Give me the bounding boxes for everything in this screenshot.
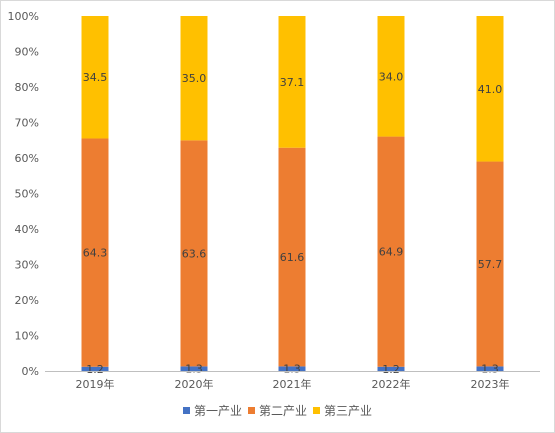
data-label: 1.2	[86, 363, 104, 376]
bar-segment	[180, 16, 208, 141]
bar-segment	[81, 138, 109, 367]
data-label: 64.3	[83, 247, 108, 260]
data-label: 1.3	[185, 363, 203, 376]
legend-swatch	[313, 407, 320, 414]
legend-label: 第三产业	[324, 404, 372, 418]
y-tick-label: 10%	[15, 330, 39, 343]
x-tick-label: 2020年	[175, 377, 214, 391]
bar-segment	[278, 147, 306, 367]
data-label: 1.2	[382, 363, 400, 376]
y-tick-label: 50%	[15, 188, 39, 201]
bar-segment	[81, 366, 109, 371]
bar-segment	[278, 16, 306, 148]
legend-swatch	[248, 407, 255, 414]
bar-segment	[377, 366, 405, 371]
data-label: 61.6	[280, 251, 305, 264]
data-labels: 1.2 64.3 34.5 1.3 63.6 35.0 1.3 61.6 37.1 1.2 64.9…	[83, 70, 503, 376]
legend-swatch	[183, 407, 190, 414]
bar-segment	[81, 16, 109, 139]
y-tick-label: 20%	[15, 294, 39, 307]
y-axis-ticks: 0% 10% 20% 30% 40% 50% 60% 70% 80% 90% 100%	[8, 10, 39, 378]
bar-segment	[476, 16, 504, 162]
y-tick-label: 60%	[15, 152, 39, 165]
data-label: 34.0	[379, 70, 404, 83]
y-tick-label: 90%	[15, 46, 39, 59]
data-label: 34.5	[83, 71, 108, 84]
y-tick-label: 30%	[15, 259, 39, 272]
legend: 第一产业 第二产业 第三产业	[183, 404, 372, 418]
x-tick-label: 2022年	[372, 377, 411, 391]
data-label: 37.1	[280, 76, 305, 89]
y-tick-label: 100%	[8, 10, 39, 23]
y-tick-label: 0%	[22, 365, 39, 378]
bars	[81, 16, 504, 371]
bar-segment	[278, 366, 306, 371]
legend-label: 第二产业	[259, 404, 307, 418]
y-tick-label: 80%	[15, 81, 39, 94]
bar-segment	[180, 140, 208, 367]
data-label: 35.0	[182, 72, 207, 85]
x-tick-label: 2021年	[273, 377, 312, 391]
y-tick-label: 40%	[15, 223, 39, 236]
bar-segment	[377, 136, 405, 367]
y-tick-label: 70%	[15, 117, 39, 130]
data-label: 1.3	[283, 363, 301, 376]
x-axis-ticks: 2019年 2020年 2021年 2022年 2023年	[76, 377, 510, 391]
legend-label: 第一产业	[194, 404, 242, 418]
bar-segment	[377, 16, 405, 137]
data-label: 41.0	[478, 83, 503, 96]
bar-segment	[476, 366, 504, 371]
x-tick-label: 2023年	[471, 377, 510, 391]
data-label: 1.3	[481, 363, 499, 376]
data-label: 63.6	[182, 247, 207, 260]
x-tick-label: 2019年	[76, 377, 115, 391]
bar-segment	[180, 366, 208, 371]
data-label: 57.7	[478, 258, 503, 271]
data-label: 64.9	[379, 246, 404, 259]
bar-segment	[476, 161, 504, 367]
